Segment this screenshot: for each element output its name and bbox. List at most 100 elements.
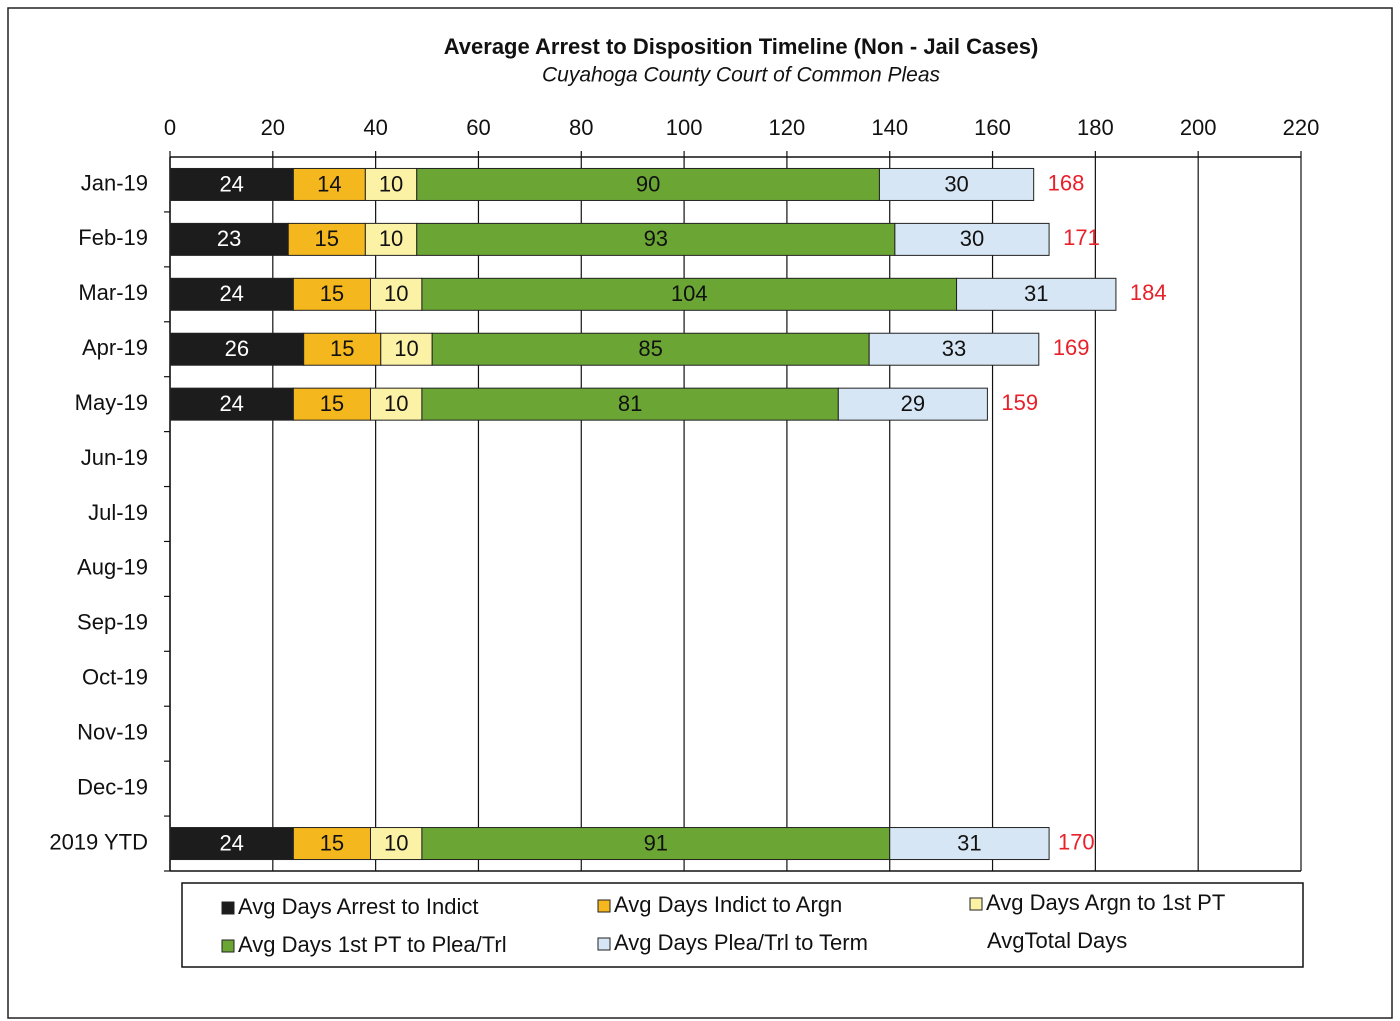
bar-segment xyxy=(956,277,1117,311)
bar-segment xyxy=(292,277,371,311)
value-label: 14 xyxy=(317,171,341,196)
value-label: 24 xyxy=(219,281,243,306)
value-label: 33 xyxy=(942,336,966,361)
value-label: 15 xyxy=(320,830,344,855)
bar-segment xyxy=(169,222,289,256)
value-label: 15 xyxy=(320,281,344,306)
x-tick-label: 0 xyxy=(164,115,176,140)
value-label: 81 xyxy=(618,391,642,416)
value-label: 29 xyxy=(901,391,925,416)
legend-swatch xyxy=(969,897,983,911)
value-label: 31 xyxy=(957,830,981,855)
legend-swatch xyxy=(221,939,235,953)
x-tick-label: 120 xyxy=(769,115,806,140)
y-tick-label: Aug-19 xyxy=(77,555,148,580)
value-label: 26 xyxy=(225,336,249,361)
value-label: 93 xyxy=(644,226,668,251)
y-tick-label: Apr-19 xyxy=(82,335,148,360)
value-label: 15 xyxy=(330,336,354,361)
bar-segment xyxy=(369,387,423,421)
bar-segment xyxy=(431,332,870,366)
bar-segment xyxy=(416,222,896,256)
bar-segment xyxy=(292,827,371,861)
y-tick-label: Oct-19 xyxy=(82,665,148,690)
value-label: 24 xyxy=(219,830,243,855)
x-tick-label: 80 xyxy=(569,115,593,140)
x-tick-label: 100 xyxy=(666,115,703,140)
bar-segment xyxy=(421,387,839,421)
value-label: 10 xyxy=(394,336,418,361)
bar-segment xyxy=(868,332,1040,366)
value-label: 31 xyxy=(1024,281,1048,306)
bar-segment xyxy=(292,167,366,201)
bar-segment xyxy=(287,222,366,256)
bar-segment xyxy=(169,332,305,366)
y-tick-label: Feb-19 xyxy=(78,225,148,250)
chart-subtitle: Cuyahoga County Court of Common Pleas xyxy=(542,64,941,87)
value-label: 10 xyxy=(384,281,408,306)
legend-label: AvgTotal Days xyxy=(987,928,1127,953)
value-label: 30 xyxy=(944,171,968,196)
total-label: 169 xyxy=(1053,335,1090,360)
value-label: 15 xyxy=(320,391,344,416)
total-label: 184 xyxy=(1130,280,1167,305)
total-label: 171 xyxy=(1063,225,1100,250)
y-tick-label: 2019 YTD xyxy=(49,829,148,854)
y-tick-label: Jul-19 xyxy=(88,500,148,525)
legend-label: Avg Days 1st PT to Plea/Trl xyxy=(238,932,507,957)
x-tick-label: 60 xyxy=(466,115,490,140)
legend-swatch xyxy=(221,901,235,915)
legend-box xyxy=(181,882,1304,968)
value-label: 10 xyxy=(379,171,403,196)
x-tick-label: 20 xyxy=(261,115,285,140)
bar-segment xyxy=(421,827,891,861)
bar-segment xyxy=(169,167,294,201)
total-label: 170 xyxy=(1058,829,1095,854)
bar-segment xyxy=(369,277,423,311)
bar-segment xyxy=(364,222,418,256)
x-tick-label: 180 xyxy=(1077,115,1114,140)
value-label: 30 xyxy=(960,226,984,251)
value-label: 90 xyxy=(636,171,660,196)
bar-segment xyxy=(364,167,418,201)
x-tick-label: 200 xyxy=(1180,115,1217,140)
legend-label: Avg Days Plea/Trl to Term xyxy=(614,930,868,955)
x-tick-label: 140 xyxy=(871,115,908,140)
bar-segment xyxy=(169,827,294,861)
frame xyxy=(7,7,1393,1019)
legend-swatch xyxy=(597,899,611,913)
bar-segment xyxy=(416,167,880,201)
value-label: 91 xyxy=(644,830,668,855)
bar-segment xyxy=(889,827,1050,861)
bar-segment xyxy=(878,167,1035,201)
value-label: 15 xyxy=(315,226,339,251)
y-tick-label: Jan-19 xyxy=(81,170,148,195)
x-tick-label: 220 xyxy=(1283,115,1320,140)
chart-title: Average Arrest to Disposition Timeline (… xyxy=(444,34,1039,59)
y-tick-label: Dec-19 xyxy=(77,774,148,799)
value-label: 85 xyxy=(638,336,662,361)
legend-label: Avg Days Indict to Argn xyxy=(614,892,842,917)
bar-segment xyxy=(894,222,1050,256)
value-label: 104 xyxy=(671,281,708,306)
y-tick-label: Jun-19 xyxy=(81,445,148,470)
legend-label: Avg Days Argn to 1st PT xyxy=(986,890,1225,915)
y-tick-label: Mar-19 xyxy=(78,280,148,305)
bar-segment xyxy=(380,332,433,366)
x-tick-label: 40 xyxy=(363,115,387,140)
total-label: 159 xyxy=(1001,390,1038,415)
value-label: 10 xyxy=(384,391,408,416)
total-label: 168 xyxy=(1048,170,1085,195)
bar-segment xyxy=(837,387,988,421)
bar-segment xyxy=(169,387,294,421)
legend-label: Avg Days Arrest to Indict xyxy=(238,894,478,919)
bar-segment xyxy=(421,277,958,311)
y-tick-label: May-19 xyxy=(75,390,148,415)
y-tick-label: Nov-19 xyxy=(77,720,148,745)
bar-segment xyxy=(303,332,382,366)
bar-segment xyxy=(369,827,423,861)
value-label: 24 xyxy=(219,171,243,196)
value-label: 10 xyxy=(384,830,408,855)
